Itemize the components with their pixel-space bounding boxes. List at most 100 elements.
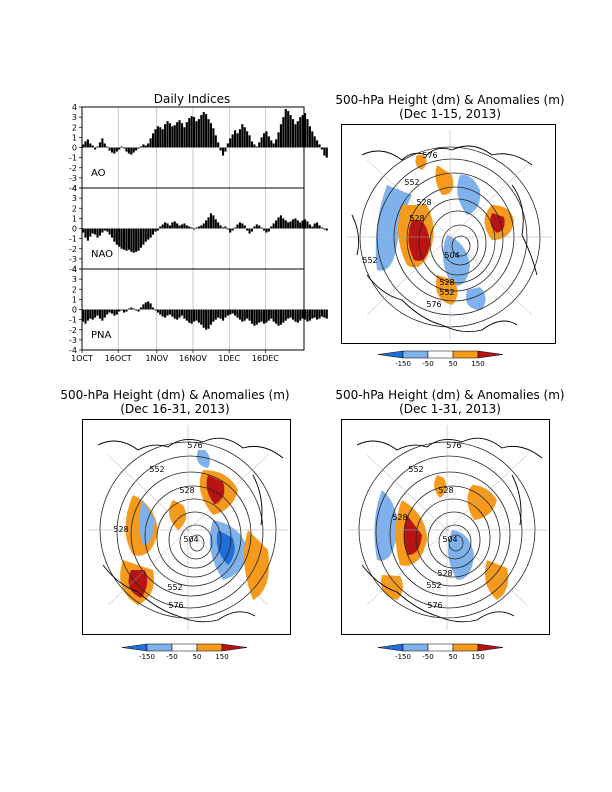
nao-bar xyxy=(193,228,196,230)
ao-bar xyxy=(246,131,249,148)
ao-bar xyxy=(320,147,324,150)
ao-bar xyxy=(132,147,135,153)
ao-bar xyxy=(282,117,285,148)
pna-bar xyxy=(219,309,222,319)
ao-bar xyxy=(226,143,229,148)
series-label-pna: PNA xyxy=(91,330,112,341)
nao-bar xyxy=(113,228,116,242)
nao-bar xyxy=(149,228,152,238)
nao-bar xyxy=(91,228,94,234)
map3-title-line2: (Dec 1-31, 2013) xyxy=(399,402,501,416)
ao-bar xyxy=(180,123,184,148)
ao-bar xyxy=(260,137,263,148)
ytick-label: 1 xyxy=(72,295,77,304)
map1-label-576: 576 xyxy=(422,151,437,160)
pna-bar xyxy=(173,309,176,319)
pna-bar xyxy=(318,309,321,319)
pna-bar xyxy=(180,309,184,316)
pna-bar xyxy=(86,309,89,321)
pna-bar xyxy=(296,309,299,323)
nao-bar xyxy=(325,228,328,231)
nao-bar xyxy=(287,222,290,229)
map1-label-528b: 528 xyxy=(409,214,424,223)
map1-label-504: 504 xyxy=(444,251,459,260)
nao-bar xyxy=(82,228,85,233)
ao-bar xyxy=(96,146,99,148)
pna-bar xyxy=(272,309,275,322)
ao-bar xyxy=(137,147,140,149)
nao-bar xyxy=(294,218,297,229)
colorbar-segment xyxy=(477,643,504,652)
map2-label-552: 552 xyxy=(149,465,164,474)
map2-label-552b: 552 xyxy=(167,583,182,592)
ao-bar xyxy=(147,143,150,148)
nao-bar xyxy=(183,223,186,229)
xtick-label: 16NOV xyxy=(179,354,207,363)
nao-bar xyxy=(180,224,184,229)
pna-bar xyxy=(284,309,287,321)
ao-bar xyxy=(173,125,176,148)
pna-bar xyxy=(193,309,196,322)
colorbar-label: -50 xyxy=(422,360,433,368)
map3-label-576b: 576 xyxy=(427,601,442,610)
pna-bar xyxy=(120,309,123,311)
nao-bar xyxy=(301,220,304,229)
subplot-frame xyxy=(81,106,305,189)
map1-colorbar: -150 -50 50 150 xyxy=(376,349,508,373)
nao-bar xyxy=(238,222,241,229)
map3-contour-labels: 576 552 528 528 504 552 528 576 xyxy=(392,441,461,610)
nao-bar xyxy=(137,228,140,251)
ao-bar xyxy=(299,117,302,148)
map2-label-576b: 576 xyxy=(168,601,183,610)
nao-bar xyxy=(258,225,261,229)
map2-contour-labels: 576 552 528 528 504 552 576 xyxy=(113,441,202,610)
ao-bar xyxy=(250,141,254,148)
ao-bar xyxy=(325,147,328,158)
ao-bar xyxy=(243,127,246,148)
pna-bar xyxy=(101,309,104,321)
nao-bar xyxy=(188,226,191,229)
pna-bar xyxy=(229,309,232,315)
nao-bar xyxy=(262,228,266,231)
nao-bar xyxy=(253,226,256,229)
xtick-label: 1OCT xyxy=(71,354,93,363)
ao-bar xyxy=(253,144,256,148)
ao-bar xyxy=(197,119,200,148)
ao-bar xyxy=(159,127,162,148)
pna-bar xyxy=(279,309,282,325)
pna-bar xyxy=(238,309,241,320)
ytick-label: 4 xyxy=(72,265,77,274)
nao-bar xyxy=(125,228,128,251)
pna-bar xyxy=(325,309,328,319)
ao-bar xyxy=(238,129,241,148)
pna-bar xyxy=(221,309,225,321)
pna-bar xyxy=(190,309,193,324)
map2-anomaly-fills xyxy=(120,450,269,605)
ao-bar xyxy=(265,131,268,148)
map3-graticule xyxy=(347,425,547,630)
nao-bar xyxy=(308,224,311,229)
ao-bar xyxy=(144,145,147,148)
ao-bar xyxy=(185,122,188,148)
pna-bar xyxy=(113,309,116,316)
map3-title-line1: 500-hPa Height (dm) & Anomalies (m) xyxy=(335,388,565,402)
pna-bar xyxy=(253,309,256,326)
pna-bar xyxy=(306,309,309,322)
pna-bar xyxy=(171,309,174,317)
ao-bar xyxy=(156,126,159,148)
nao-bar xyxy=(316,222,319,229)
ao-bar xyxy=(221,147,225,156)
nao-bar xyxy=(123,228,126,250)
pna-bar xyxy=(207,309,210,329)
pna-bar xyxy=(205,309,208,330)
xtick-label: 1NOV xyxy=(145,354,168,363)
map2-coastlines xyxy=(97,437,284,623)
ytick-label: 2 xyxy=(72,285,77,294)
ytick-label: 1 xyxy=(72,133,77,142)
pna-bar xyxy=(197,309,200,323)
ao-bar xyxy=(171,126,174,148)
pna-bar xyxy=(299,309,302,321)
map2-label-528b: 528 xyxy=(113,525,128,534)
ao-bar xyxy=(178,120,181,148)
pna-bar xyxy=(127,308,130,310)
